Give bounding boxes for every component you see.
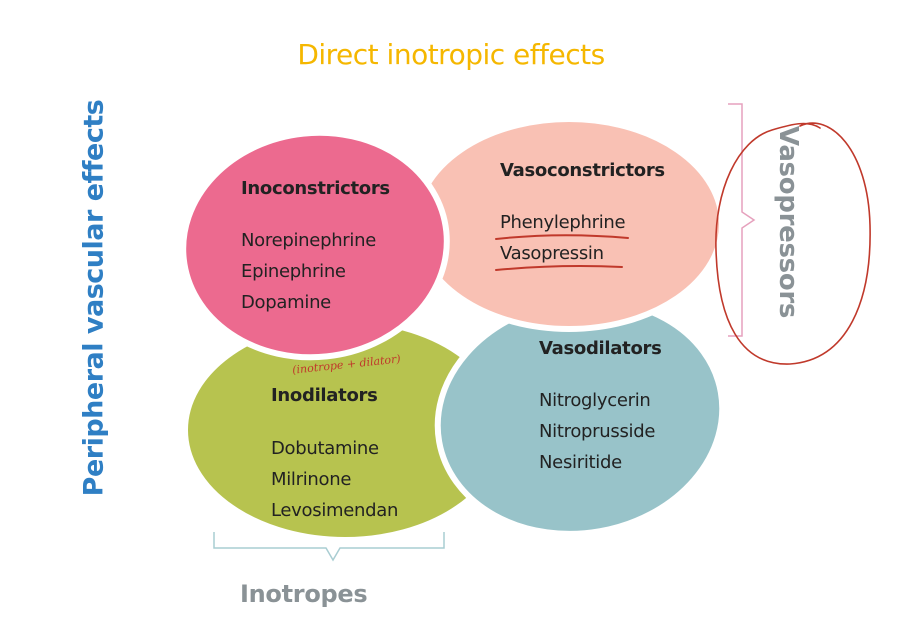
- inoconstrictors-list: Norepinephrine Epinephrine Dopamine: [241, 225, 376, 318]
- inoconstrictors-heading: Inoconstrictors: [241, 178, 390, 199]
- list-item: Dobutamine: [271, 438, 379, 459]
- list-item: Dopamine: [241, 292, 331, 313]
- diagram-title: Direct inotropic effects: [297, 38, 605, 71]
- inoconstrictors-ellipse: [180, 129, 450, 361]
- inotropes-label: Inotropes: [240, 580, 368, 608]
- vasopressors-circle-annotation: [715, 122, 871, 365]
- list-item: Nesiritide: [539, 452, 622, 473]
- list-item: Epinephrine: [241, 261, 346, 282]
- vasoconstrictors-heading: Vasoconstrictors: [500, 160, 665, 181]
- vasopressors-bracket: [728, 103, 756, 337]
- vasopressors-label: Vasopressors: [773, 125, 803, 319]
- list-item: Phenylephrine: [500, 212, 626, 233]
- list-item: Milrinone: [271, 469, 352, 490]
- list-item: Nitroprusside: [539, 421, 656, 442]
- vasodilators-heading: Vasodilators: [539, 338, 662, 359]
- vasopressin-underline: [495, 265, 623, 271]
- vasoconstrictors-list: Phenylephrine Vasopressin: [500, 207, 626, 269]
- list-item: Norepinephrine: [241, 230, 376, 251]
- list-item: Nitroglycerin: [539, 390, 651, 411]
- vasodilators-list: Nitroglycerin Nitroprusside Nesiritide: [539, 385, 655, 478]
- list-item: Vasopressin: [500, 243, 604, 264]
- inodilators-list: Dobutamine Milrinone Levosimendan: [271, 433, 398, 526]
- left-axis-label: Peripheral vascular effects: [78, 99, 110, 497]
- list-item: Levosimendan: [271, 500, 399, 521]
- inodilators-heading: Inodilators: [271, 385, 378, 406]
- inotropes-bracket: [213, 532, 445, 562]
- phenylephrine-underline: [495, 234, 629, 240]
